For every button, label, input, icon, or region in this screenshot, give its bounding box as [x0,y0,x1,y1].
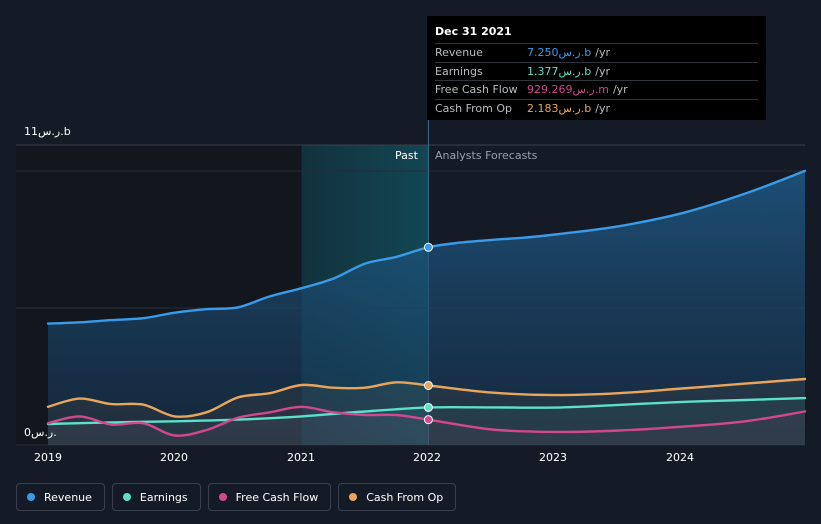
free-cash-flow-marker [423,415,433,425]
tooltip-panel: Dec 31 2021 Revenue 7.250ر.س.b /yr Earni… [427,16,766,120]
tooltip-label: Revenue [435,46,483,60]
earnings-legend-dot-icon [122,493,131,501]
tooltip-row-cash-from-op: Cash From Op 2.183ر.س.b /yr [435,98,758,118]
legend-label: Earnings [139,490,188,504]
x-tick-label: 2019 [34,451,62,464]
legend-item-earnings[interactable]: Earnings [111,483,201,511]
tooltip-row-earnings: Earnings 1.377ر.س.b /yr [435,61,758,81]
cash-from-op-marker [423,380,433,390]
tooltip-row-free-cash-flow: Free Cash Flow 929.269ر.س.m /yr [435,80,758,99]
past-region-label: Past [395,149,418,162]
tooltip-value: 7.250ر.س.b [527,46,592,60]
x-tick-label: 2021 [287,451,315,464]
tooltip-date: Dec 31 2021 [435,25,512,38]
earnings-marker [423,402,433,412]
tooltip-value: 1.377ر.س.b [527,64,592,78]
y-axis-max-label: 11ر.س.b [24,125,71,138]
tooltip-label: Cash From Op [435,101,513,115]
revenue-line [46,169,807,325]
cash-from-op-line [46,377,807,418]
legend-label: Cash From Op [366,490,444,504]
tooltip-value: 929.269ر.س.m [527,83,609,97]
x-tick-label: 2022 [413,451,441,464]
revenue-marker [423,242,433,252]
tooltip-unit: /yr [595,101,610,115]
legend-item-free-cash-flow[interactable]: Free Cash Flow [207,483,332,511]
tooltip-label: Earnings [435,64,483,78]
legend-item-cash-from-op[interactable]: Cash From Op [338,483,457,511]
x-tick-label: 2024 [666,451,694,464]
legend-item-revenue[interactable]: Revenue [16,483,105,511]
tooltip-unit: /yr [612,83,628,97]
revenue-area [48,170,805,445]
free-cash-flow-area [48,406,805,445]
tooltip-unit: /yr [595,64,610,78]
cash-from-op-legend-dot-icon [349,493,358,501]
tooltip-unit: /yr [595,46,610,60]
cash-from-op-area [48,379,805,445]
forecast-region-label: Analysts Forecasts [435,149,538,162]
legend-label: Revenue [44,490,92,504]
tooltip-value: 2.183ر.س.b [527,101,592,115]
revenue-legend-dot-icon [27,493,35,501]
chart-legend: Revenue Earnings Free Cash Flow Cash Fro… [16,483,457,511]
tooltip-row-revenue: Revenue 7.250ر.س.b /yr [435,43,758,62]
free-cash-flow-line [46,405,807,437]
legend-label: Free Cash Flow [235,490,319,504]
x-tick-label: 2020 [160,451,188,464]
tooltip-label: Free Cash Flow [435,83,518,97]
y-axis-min-label: 0ر.س. [24,426,57,439]
free-cash-flow-legend-dot-icon [218,493,227,501]
x-tick-label: 2023 [539,451,567,464]
